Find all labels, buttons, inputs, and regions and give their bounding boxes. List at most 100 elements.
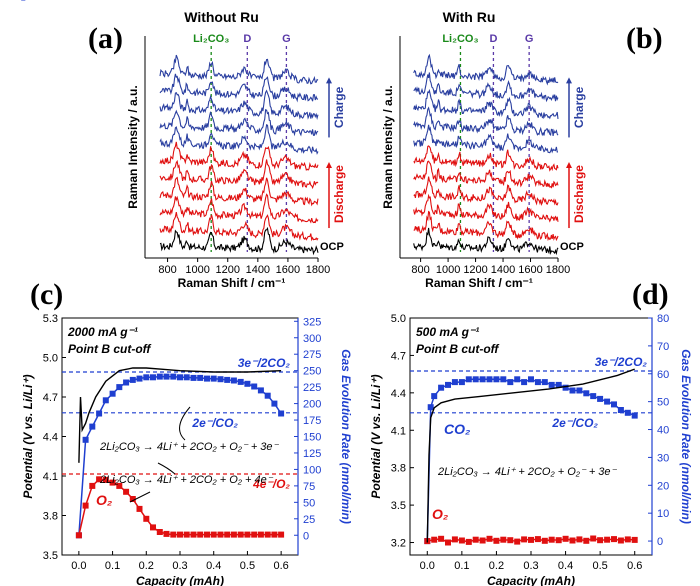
series-point (177, 531, 183, 538)
series-point (102, 476, 109, 483)
series-point (264, 531, 271, 538)
series-point (569, 387, 576, 394)
series-point (541, 537, 548, 544)
x-tick-label: 0.1 (105, 560, 120, 572)
series-point (264, 392, 271, 399)
y2-tick-label: 175 (303, 415, 321, 427)
series-point (230, 377, 237, 384)
series-point (562, 535, 569, 542)
series-point (597, 395, 604, 402)
y2-axis-label: Gas Evolution Rate (nmol/min) (679, 349, 693, 524)
series-point (451, 536, 458, 543)
spectrum-line-charge (413, 106, 559, 137)
series-point (514, 376, 521, 383)
peak-marker-label: Li₂CO₃ (442, 33, 478, 45)
y2-tick-label: 40 (657, 425, 669, 437)
y2-tick-label: 80 (657, 313, 669, 325)
series-point (109, 479, 116, 486)
series-point (82, 502, 89, 509)
raman-panel-a: (a) Without Ru 800 1000 1200 1400 1600 1800 Rama… (88, 9, 346, 290)
series-point (431, 393, 438, 400)
series-point (521, 536, 528, 543)
series-point (190, 374, 197, 381)
series-point (89, 482, 96, 489)
dems-panel-c: (c) 0.0 0.1 0.2 0.3 0.4 0.5 0.6 Capacity (mAh) 3.… (0, 0, 353, 586)
charge-arrow-head (566, 77, 572, 84)
y2-tick-label: 20 (657, 480, 669, 492)
series-point (257, 387, 264, 394)
x-tick-label: 0.5 (240, 560, 255, 572)
series-point (204, 531, 210, 538)
series-point (486, 376, 493, 383)
series-point (96, 410, 103, 417)
y2-tick-label: 200 (303, 399, 321, 411)
series-point (445, 381, 451, 388)
series-point (136, 375, 143, 382)
series-point (123, 379, 130, 386)
y2-tick-label: 70 (657, 341, 669, 353)
y2-tick-label: 125 (303, 448, 321, 460)
series-point (534, 379, 541, 386)
peak-marker-label: Li₂CO₃ (193, 33, 229, 45)
series-point (427, 404, 434, 411)
y2-tick-label: 225 (303, 382, 321, 394)
spectrum-line-charge (413, 88, 559, 120)
y-axis-label: Raman Intensity / a.u. (126, 85, 140, 208)
series-point (210, 375, 217, 382)
ocp-label: OCP (320, 241, 344, 253)
y2-tick-label: 10 (657, 508, 669, 520)
y-tick-label: 4.7 (391, 350, 406, 362)
annotation-text: 2000 mA g⁻¹ (67, 325, 138, 339)
series-point (451, 379, 458, 386)
series-point (129, 376, 136, 383)
series-point (500, 536, 507, 543)
panel-letter: (c) (30, 278, 63, 311)
annotation-text: 500 mA g⁻¹ (416, 325, 479, 339)
y2-tick-label: 50 (657, 397, 669, 409)
spectrum-line-discharge (159, 212, 319, 242)
y-tick-label: 5.3 (43, 313, 58, 325)
panel-letter: (a) (88, 22, 123, 55)
x-tick-label: 0.6 (627, 560, 642, 572)
x-tick-label: 1200 (463, 264, 487, 276)
series-point (507, 379, 514, 386)
series-line (78, 367, 282, 463)
y2-tick-label: 0 (657, 536, 663, 548)
series-point (244, 531, 251, 538)
series-point (257, 531, 264, 538)
x-tick-label: 0.5 (592, 560, 607, 572)
y-axis-label: Raman Intensity / a.u. (381, 85, 395, 208)
series-point (197, 374, 204, 381)
series-point (431, 536, 438, 543)
series-point (528, 376, 534, 383)
panel-title: With Ru (443, 9, 496, 25)
y-tick-label: 4.1 (391, 425, 406, 437)
series-point (75, 532, 82, 539)
series-point (170, 373, 177, 380)
peak-marker-label: G (282, 33, 291, 45)
y2-tick-label: 75 (303, 481, 315, 493)
spectrum-line-charge (159, 89, 319, 121)
x-tick-label: 0.2 (139, 560, 154, 572)
series-point (569, 537, 576, 544)
y-tick-label: 3.8 (391, 463, 406, 475)
series-point (82, 436, 89, 443)
y-tick-label: 4.1 (43, 471, 58, 483)
series-point (163, 530, 170, 537)
series-point (493, 376, 500, 383)
panel-letter: (b) (626, 22, 663, 55)
y-tick-label: 3.5 (391, 500, 406, 512)
reference-line-label: 3e⁻/2CO₂ (595, 355, 648, 369)
y-tick-label: 4.4 (391, 388, 406, 400)
series-point (486, 535, 493, 542)
y2-tick-label: 25 (303, 514, 315, 526)
annotation-text: Point B cut-off (416, 342, 499, 356)
series-point (237, 378, 244, 385)
series-point (190, 531, 197, 538)
series-line (426, 368, 635, 543)
series-point (624, 536, 631, 543)
equation-arrow (157, 462, 176, 475)
y2-tick-label: 275 (303, 349, 321, 361)
x-tick-label: 0.6 (273, 560, 288, 572)
series-point (170, 531, 177, 538)
